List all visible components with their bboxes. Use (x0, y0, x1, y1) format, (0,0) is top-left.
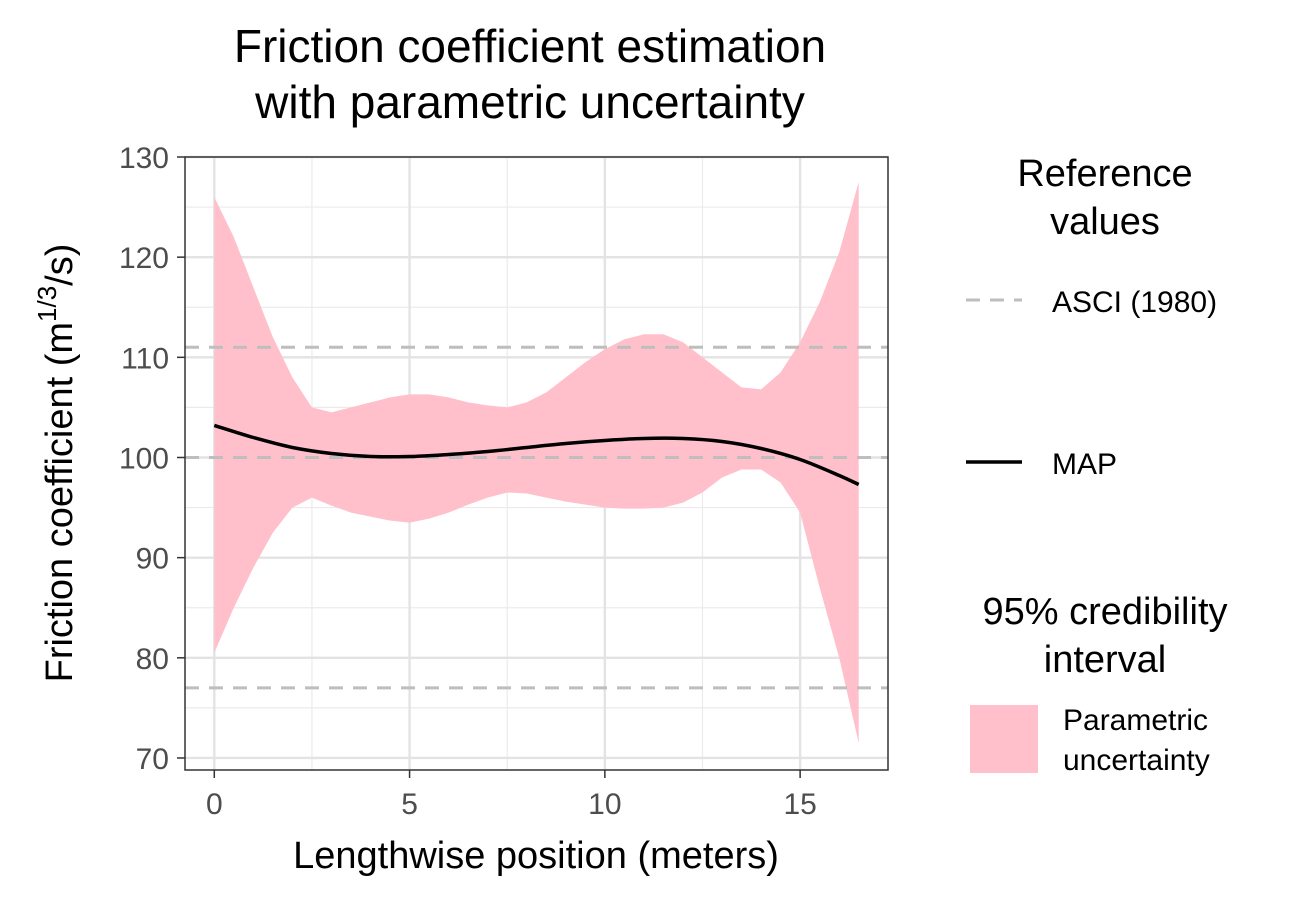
y-tick-label: 110 (121, 342, 169, 375)
plot-layers (185, 182, 888, 743)
x-tick-label: 10 (588, 788, 621, 821)
legend-asci-label: ASCI (1980) (1052, 286, 1217, 319)
legend-interval-label-line2: uncertainty (1063, 744, 1210, 777)
legend-reference-title-line2: values (1050, 201, 1160, 243)
y-tick-label: 130 (119, 142, 169, 175)
x-tick-label: 5 (401, 788, 418, 821)
credibility-interval-ribbon (214, 182, 859, 743)
chart-title-line1: Friction coefficient estimation (234, 20, 826, 72)
y-axis-label-suffix: /s) (39, 244, 81, 286)
x-tick-label: 0 (206, 788, 223, 821)
x-tick-label: 15 (783, 788, 816, 821)
legend-credibility-interval: 95% credibility interval Parametric unce… (970, 591, 1228, 777)
y-axis-label-sup: 1/3 (32, 286, 62, 322)
y-tick-label: 120 (119, 242, 169, 275)
y-axis-label: Friction coefficient (m1/3/s) (32, 244, 81, 683)
axes: 0 5 10 15 70 80 90 100 110 120 130 (119, 142, 817, 821)
y-axis-label-prefix: Friction coefficient (m (39, 322, 81, 682)
legend-interval-swatch (970, 705, 1038, 773)
panel-border (184, 156, 889, 771)
map-line (213, 423, 860, 487)
legend-interval-title-line1: 95% credibility (983, 591, 1228, 633)
y-tick-label: 100 (119, 442, 169, 475)
y-tick-label: 90 (136, 543, 169, 576)
y-tick-label: 70 (136, 743, 169, 776)
legend-reference-title-line1: Reference (1017, 153, 1192, 195)
legend-map-label: MAP (1052, 448, 1117, 481)
x-axis-label: Lengthwise position (meters) (293, 835, 779, 877)
legend-reference-values: Reference values ASCI (1980) MAP (966, 153, 1217, 481)
legend-interval-label-line1: Parametric (1063, 704, 1208, 737)
y-tick-label: 80 (136, 643, 169, 676)
chart-title-line2: with parametric uncertainty (254, 76, 805, 128)
legend-interval-title-line2: interval (1044, 639, 1167, 681)
